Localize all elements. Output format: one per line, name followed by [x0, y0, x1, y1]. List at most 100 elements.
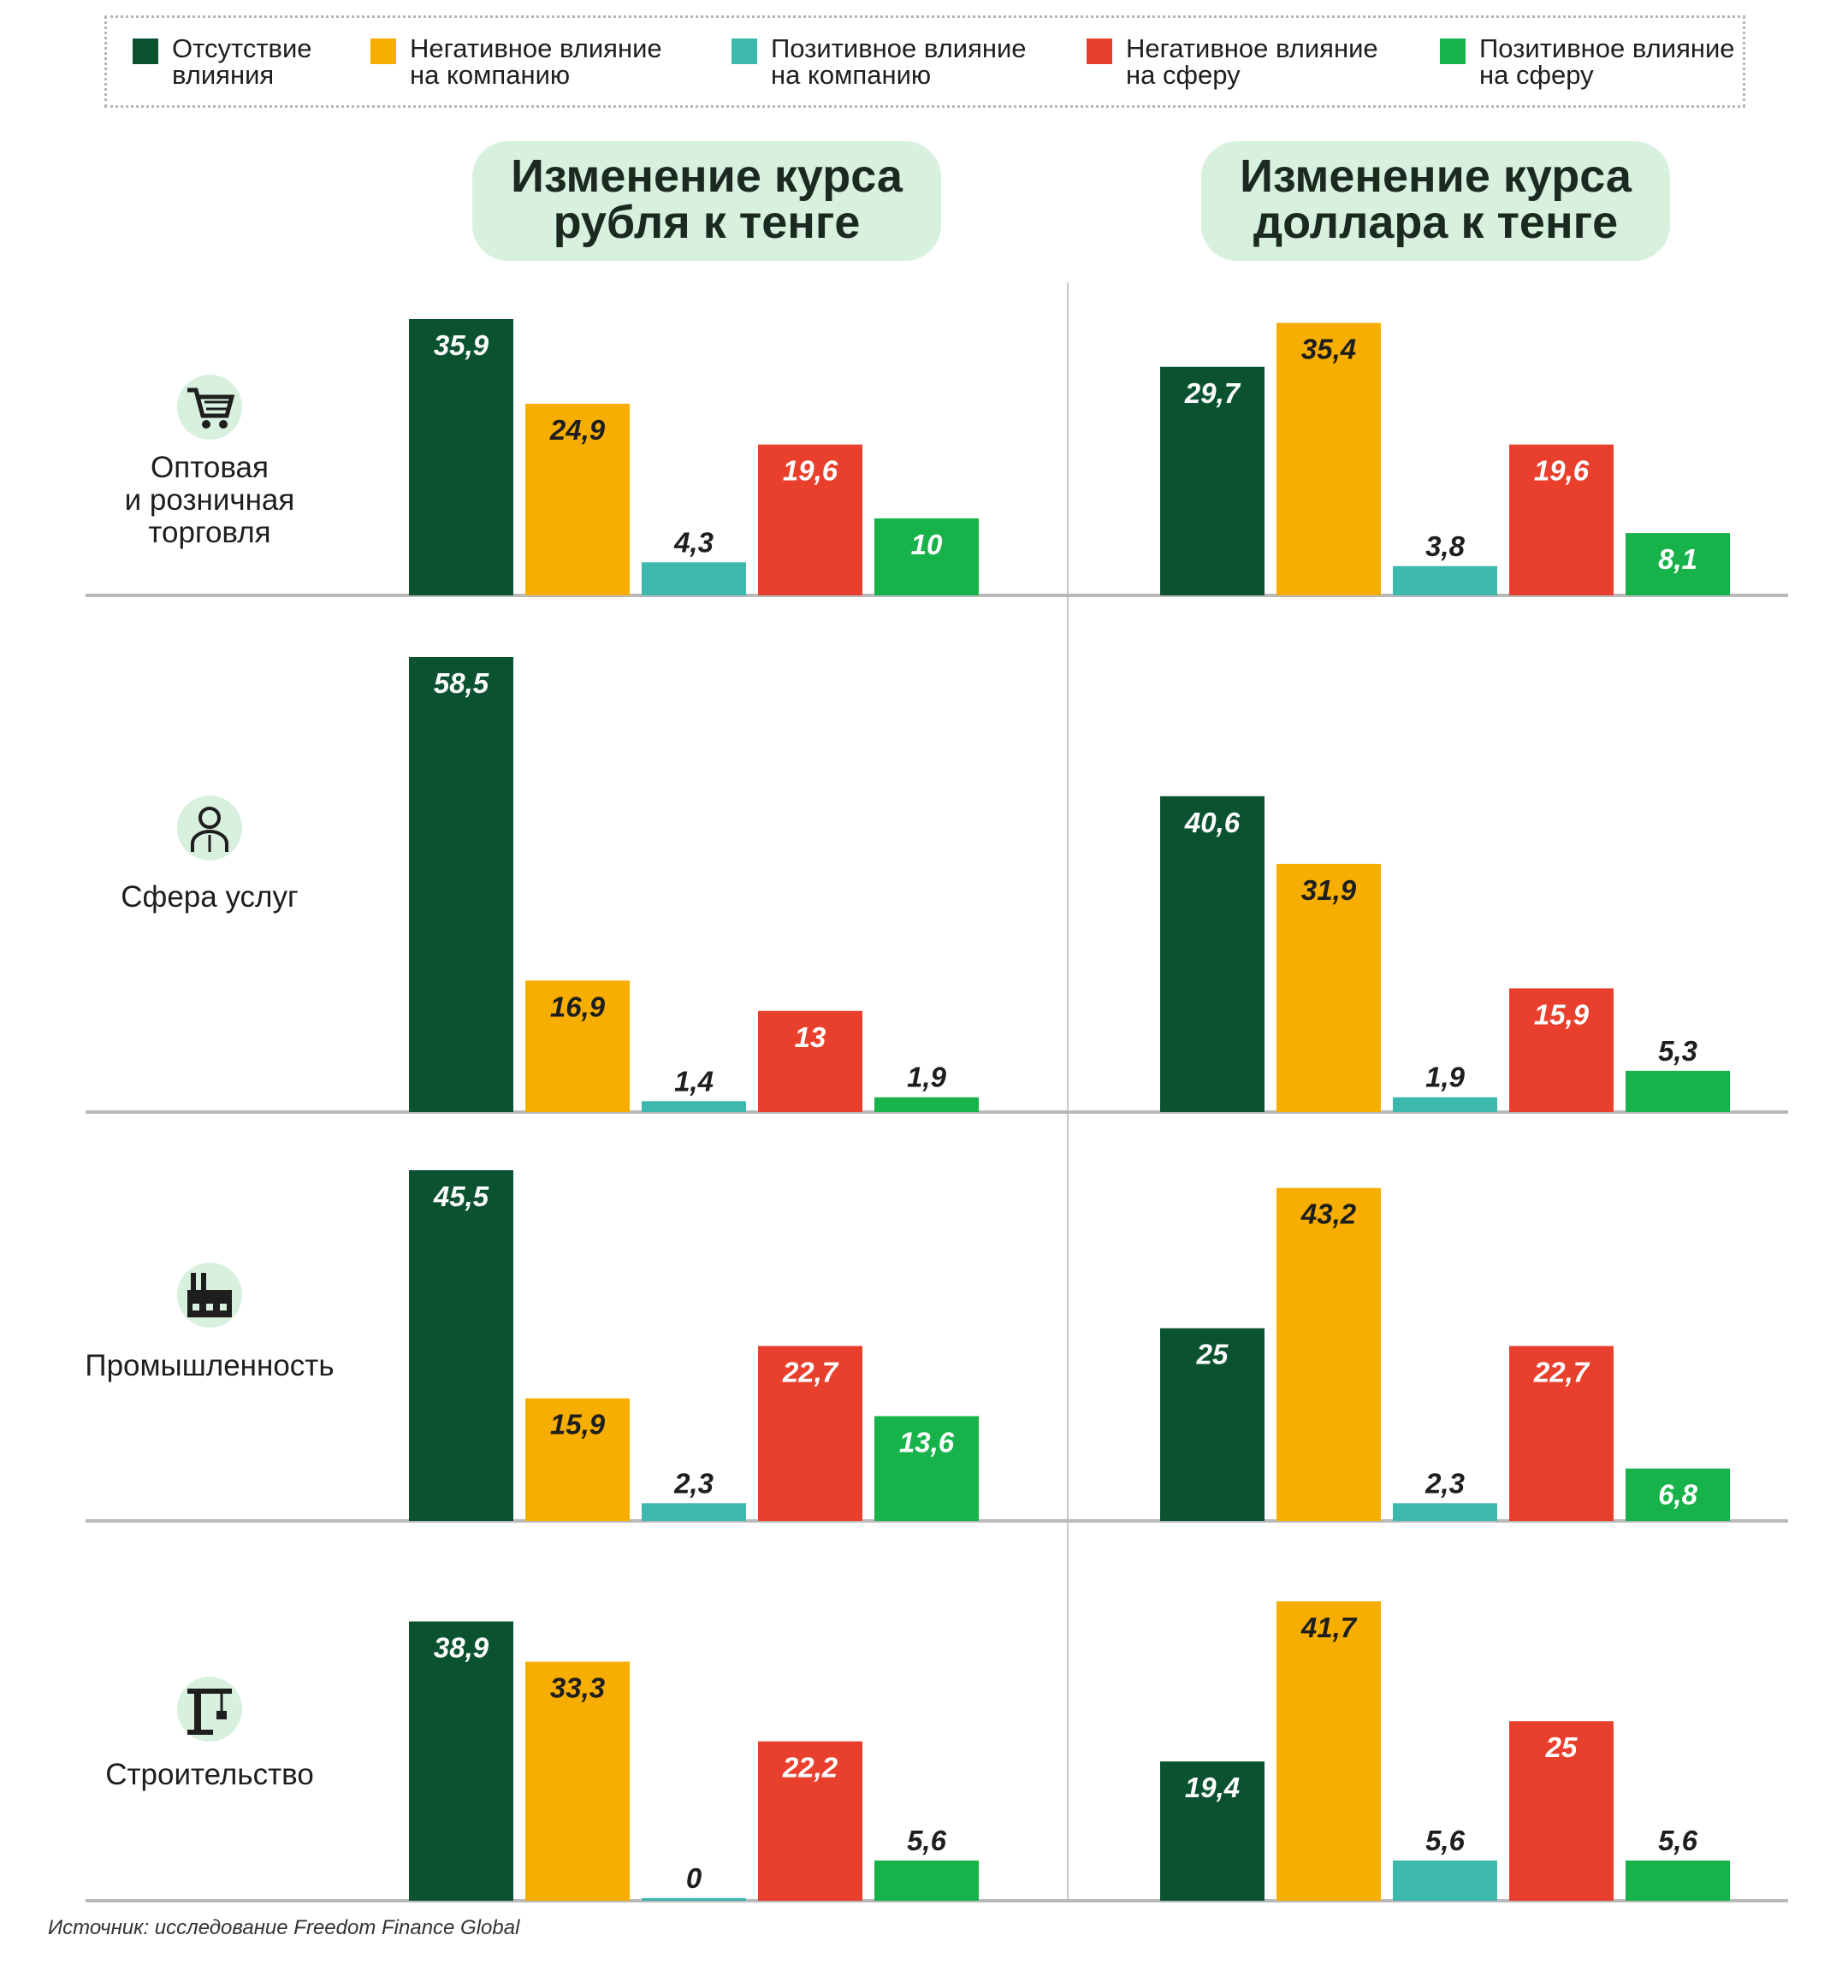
- bar: [1393, 565, 1497, 595]
- bar-value-label: 8,1: [1658, 543, 1697, 575]
- bar: [758, 1346, 862, 1521]
- bar-value-label: 2,3: [1424, 1467, 1465, 1499]
- legend-swatch: [370, 38, 396, 64]
- bar: [1509, 1346, 1614, 1521]
- legend-label-line: на сферу: [1479, 60, 1594, 90]
- bar: [758, 444, 862, 595]
- legend-swatch: [133, 38, 158, 64]
- bar-value-label: 22,7: [782, 1356, 839, 1387]
- bar-value-label: 6,8: [1658, 1479, 1698, 1511]
- bar: [1626, 1860, 1730, 1901]
- panel-title-line: Изменение курса: [1240, 151, 1632, 202]
- bar: [874, 1860, 979, 1901]
- bar-value-label: 29,7: [1184, 377, 1241, 409]
- bar-value-label: 43,2: [1300, 1198, 1357, 1230]
- bar-value-label: 24,9: [549, 414, 606, 446]
- legend-label-line: Негативное влияние: [410, 33, 662, 63]
- bar-value-label: 19,6: [1534, 455, 1590, 487]
- bar: [1626, 1070, 1730, 1112]
- bar-value-label: 31,9: [1301, 874, 1357, 906]
- sector-label-line: Промышленность: [85, 1349, 335, 1382]
- construction-crane-icon: [177, 1677, 242, 1742]
- bar: [1160, 1328, 1265, 1521]
- bar-value-label: 5,6: [907, 1825, 947, 1856]
- bar-value-label: 25: [1196, 1339, 1229, 1370]
- bar: [642, 1503, 746, 1521]
- legend-label: Отсутствие влияния: [172, 35, 312, 88]
- bar-value-label: 22,2: [782, 1752, 838, 1784]
- bar-value-label: 19,4: [1185, 1772, 1240, 1803]
- bar: [1393, 1503, 1497, 1521]
- factory-icon: [177, 1263, 242, 1328]
- bar: [1276, 1601, 1381, 1901]
- bar-value-label: 16,9: [550, 991, 606, 1022]
- bar-value-label: 33,3: [550, 1672, 605, 1704]
- bar: [758, 1010, 862, 1112]
- panel-title-line: рубля к тенге: [553, 197, 861, 248]
- bar: [409, 319, 513, 595]
- bar-value-label: 40,6: [1184, 807, 1241, 838]
- bar: [1626, 533, 1730, 595]
- bar: [642, 562, 746, 595]
- legend-label-line: на сферу: [1126, 60, 1241, 90]
- bar: [642, 1101, 746, 1112]
- legend-swatch: [1087, 38, 1112, 64]
- bar-value-label: 1,4: [674, 1065, 714, 1097]
- bar-value-label: 13,6: [899, 1426, 955, 1458]
- sector-label: Строительство: [81, 1759, 338, 1791]
- legend-label-line: на компанию: [771, 60, 932, 90]
- legend-label-line: влияния: [172, 60, 275, 90]
- bar: [525, 1661, 630, 1901]
- bar-value-label: 2,3: [673, 1467, 714, 1499]
- legend-label-line: Позитивное влияние: [1479, 33, 1735, 63]
- bar: [525, 1398, 630, 1521]
- bar-value-label: 15,9: [1534, 998, 1590, 1030]
- bar-value-label: 5,6: [1425, 1825, 1466, 1856]
- bar: [1393, 1097, 1497, 1112]
- legend-swatch: [732, 38, 757, 64]
- bar: [1160, 796, 1265, 1112]
- bar: [525, 403, 630, 595]
- bar-value-label: 4,3: [673, 526, 714, 558]
- legend: Отсутствие влияния Негативное влияние на ко…: [104, 15, 1745, 108]
- bar-value-label: 35,9: [434, 329, 489, 361]
- bar-value-label: 3,8: [1425, 530, 1466, 562]
- bar-value-label: 1,9: [907, 1062, 947, 1093]
- legend-label-line: Негативное влияние: [1126, 33, 1378, 63]
- bar: [874, 518, 979, 595]
- bar-value-label: 10: [911, 529, 943, 560]
- legend-label: Позитивное влияние на компанию: [771, 35, 1027, 88]
- panel-title-dollar: Изменение курса доллара к тенге: [1201, 141, 1670, 261]
- service-worker-icon: [177, 796, 242, 861]
- legend-label-line: Отсутствие: [172, 33, 312, 63]
- bar-value-label: 41,7: [1300, 1612, 1358, 1643]
- bar-value-label: 45,5: [433, 1180, 489, 1212]
- sector-label-line: торговля: [148, 516, 271, 549]
- shopping-cart-icon: [177, 375, 242, 440]
- bar: [1509, 988, 1614, 1112]
- bar-value-label: 1,9: [1425, 1062, 1466, 1093]
- sector-label-line: Сфера услуг: [121, 880, 299, 914]
- bar: [1160, 1761, 1265, 1901]
- panel-title-ruble: Изменение курса рубля к тенге: [472, 141, 941, 261]
- legend-swatch: [1440, 38, 1466, 64]
- bar-value-label: 25: [1545, 1731, 1578, 1763]
- sector-label-line: Оптовая: [151, 451, 269, 484]
- legend-label: Негативное влияние на компанию: [410, 35, 662, 88]
- sector-label: Промышленность: [81, 1350, 338, 1382]
- bar-value-label: 22,7: [1533, 1356, 1590, 1387]
- bar-value-label: 0: [686, 1862, 702, 1894]
- bar: [874, 1416, 979, 1521]
- bar-value-label: 35,4: [1301, 333, 1356, 364]
- legend-label-line: на компанию: [410, 60, 571, 90]
- bar: [1276, 1187, 1381, 1521]
- bar: [874, 1097, 979, 1112]
- bar: [525, 980, 630, 1112]
- bar: [1509, 444, 1614, 595]
- panel-title-line: доллара к тенге: [1253, 197, 1619, 248]
- sector-label-line: и розничная: [124, 483, 295, 517]
- bar-value-label: 38,9: [434, 1632, 489, 1664]
- bar-value-label: 15,9: [550, 1409, 606, 1441]
- bar: [1160, 366, 1265, 595]
- bar: [1276, 863, 1381, 1112]
